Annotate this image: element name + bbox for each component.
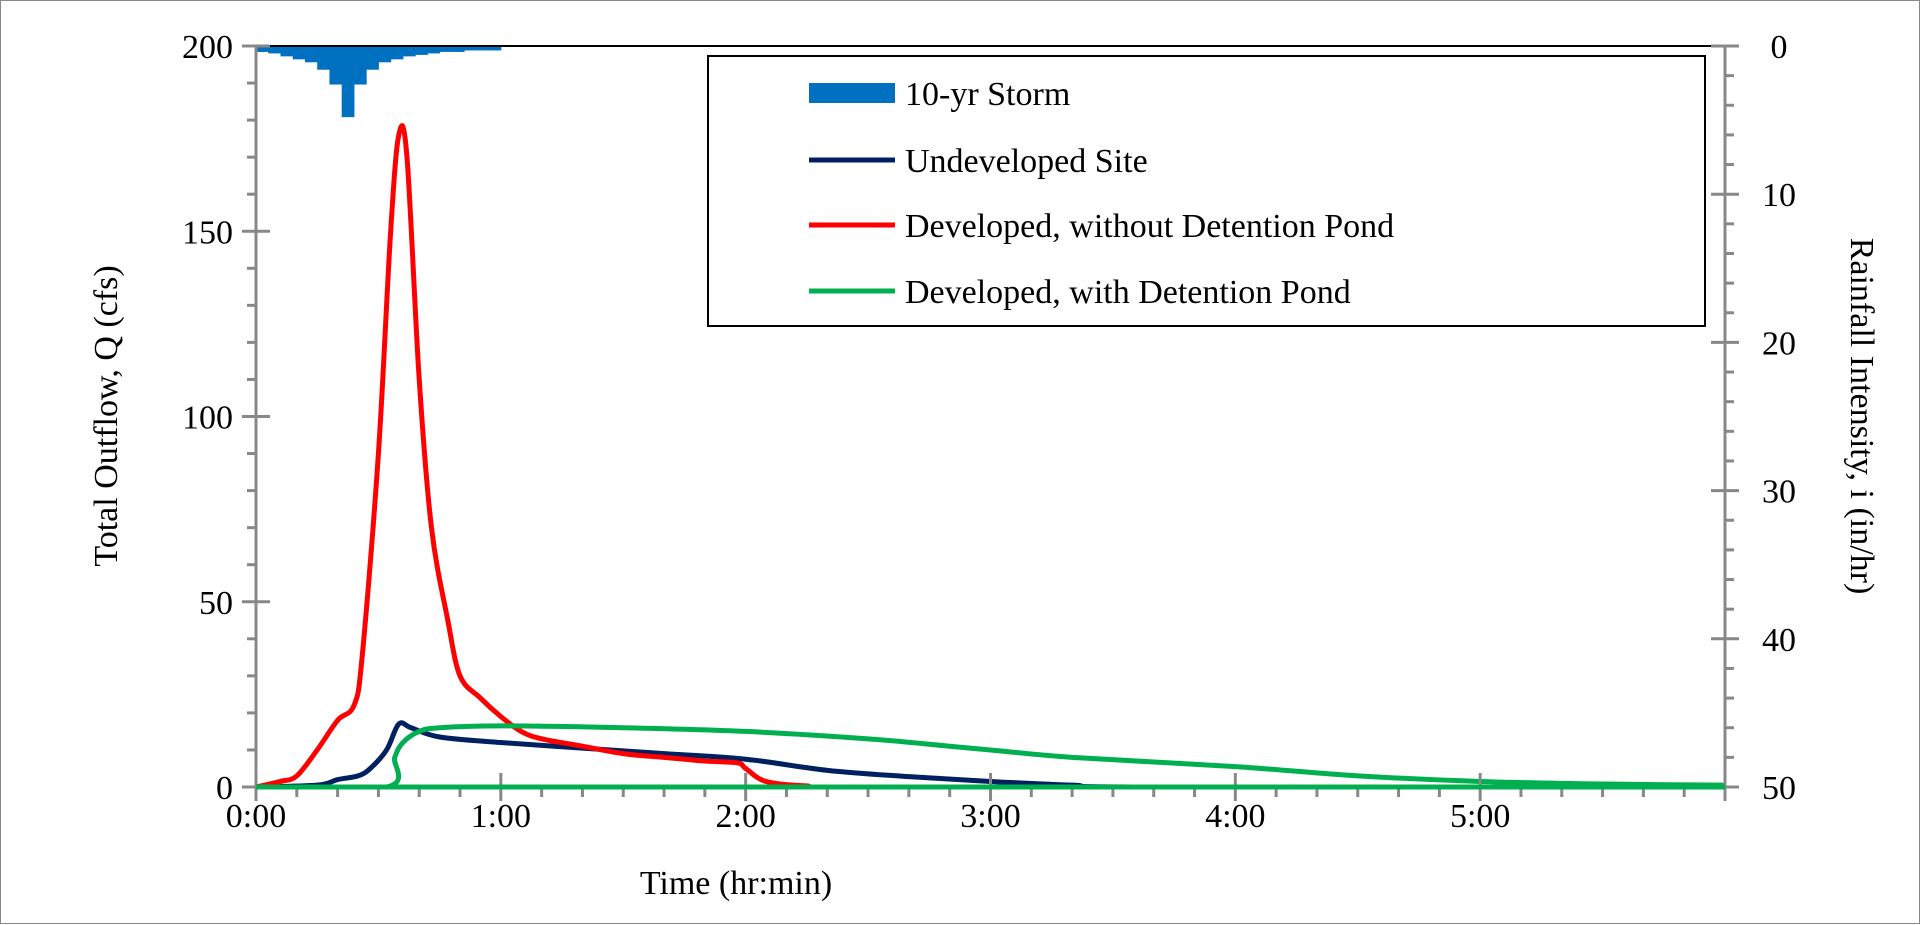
rainfall-bars [256,46,502,118]
rainfall-bar [304,46,318,63]
rainfall-bar [353,46,367,85]
y-tick-label: 100 [182,400,233,437]
rainfall-bar [427,46,441,54]
x-tick-label: 0:00 [226,798,286,835]
x-tick-label: 4:00 [1205,798,1265,835]
rainfall-bar [415,46,428,55]
rainfall-bar [292,46,306,60]
x-axis-label: Time (hr:min) [640,865,832,902]
legend-label-developed-no-pond: Developed, without Detention Pond [905,208,1394,245]
rainfall-bar [464,46,477,51]
rainfall-bar [488,46,502,51]
legend-label-undeveloped: Undeveloped Site [905,143,1148,180]
y-tick-label: 200 [182,29,233,66]
y-axis-label: Total Outflow, Q (cfs) [88,265,125,566]
y-tick-label: 50 [199,585,233,622]
rainfall-bar [329,46,343,85]
legend-label-developed-pond: Developed, with Detention Pond [905,274,1351,311]
rainfall-bar [378,46,392,63]
x-tick-label: 1:00 [471,798,531,835]
rainfall-bar [341,46,355,118]
y2-tick-label: 20 [1762,325,1796,362]
rainfall-bar [256,46,269,52]
rainfall-bar [317,46,330,70]
x-tick-label: 2:00 [715,798,775,835]
axes [242,44,1739,801]
rainfall-bar [439,46,453,52]
y2-axis-label: Rainfall Intensity, i (in/hr) [1843,238,1880,595]
legend-swatch-rainfall [809,83,895,103]
x-tick-label: 3:00 [960,798,1020,835]
y2-tick-label: 0 [1771,29,1788,66]
rainfall-bar [476,46,490,51]
y2-tick-label: 30 [1762,474,1796,511]
legend: 10-yr Storm Undeveloped Site Developed, … [707,55,1706,327]
rainfall-bar [280,46,294,57]
rainfall-bar [390,46,404,60]
y-tick-label: 0 [216,770,233,807]
rainfall-bar [451,46,465,52]
series-line-2 [256,723,1726,790]
y-tick-label: 150 [182,214,233,251]
x-tick-label: 5:00 [1450,798,1510,835]
series-line-1 [255,123,1725,790]
y2-tick-label: 40 [1762,622,1796,659]
rainfall-bar [366,46,379,70]
rainfall-bar [402,46,416,57]
tick-labels: 0 50 100 150 200 0 10 20 30 40 50 0:00 1:00 2:00 3:00 4… [182,29,1796,835]
y2-tick-label: 50 [1762,770,1796,807]
legend-label-rainfall: 10-yr Storm [905,76,1070,113]
rainfall-bar [268,46,281,54]
y2-tick-label: 10 [1762,177,1796,214]
